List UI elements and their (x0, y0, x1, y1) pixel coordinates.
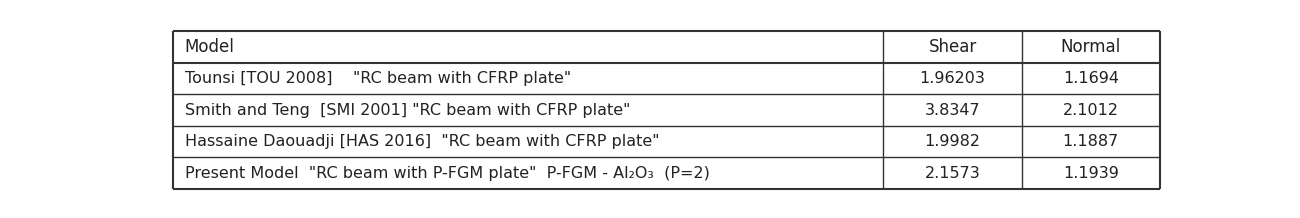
Text: Normal: Normal (1061, 38, 1121, 56)
Text: 1.9982: 1.9982 (924, 134, 980, 149)
Text: 1.1887: 1.1887 (1062, 134, 1119, 149)
Text: 2.1573: 2.1573 (924, 166, 980, 181)
Text: 2.1012: 2.1012 (1063, 103, 1119, 118)
Text: Present Model  "RC beam with P-FGM plate"  P-FGM - Al₂O₃  (P=2): Present Model "RC beam with P-FGM plate"… (185, 166, 710, 181)
Text: 1.1694: 1.1694 (1063, 71, 1119, 86)
Text: Smith and Teng  [SMI 2001] "RC beam with CFRP plate": Smith and Teng [SMI 2001] "RC beam with … (185, 103, 630, 118)
Text: Hassaine Daouadji [HAS 2016]  "RC beam with CFRP plate": Hassaine Daouadji [HAS 2016] "RC beam wi… (185, 134, 659, 149)
Text: Shear: Shear (928, 38, 976, 56)
Text: 1.1939: 1.1939 (1063, 166, 1119, 181)
Text: Model: Model (185, 38, 234, 56)
Text: 3.8347: 3.8347 (924, 103, 980, 118)
Text: Tounsi [TOU 2008]    "RC beam with CFRP plate": Tounsi [TOU 2008] "RC beam with CFRP pla… (185, 71, 571, 86)
Text: 1.96203: 1.96203 (919, 71, 985, 86)
